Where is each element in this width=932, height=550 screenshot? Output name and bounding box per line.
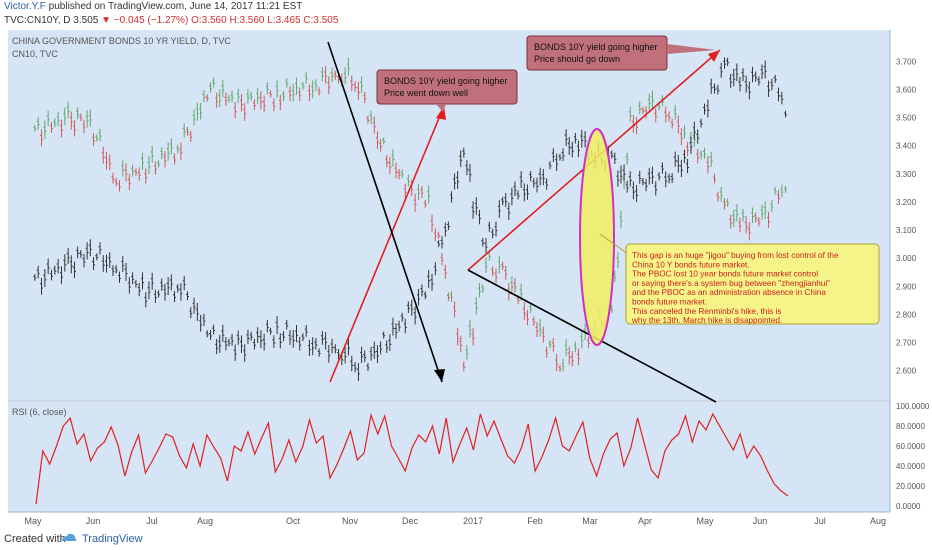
note-gap-line: China 10 Y bonds future market. <box>632 260 750 269</box>
gap-ellipse[interactable] <box>579 128 615 346</box>
note-went-down-tail <box>436 104 446 112</box>
time-tick-label: Nov <box>342 516 359 526</box>
price-tick-label: 3.400 <box>896 142 917 151</box>
note-went-down[interactable]: BONDS 10Y yield going higher Price went … <box>376 69 518 112</box>
chart-title: CHINA GOVERNMENT BONDS 10 YR YIELD, D, T… <box>12 36 231 46</box>
time-tick-label: Oct <box>286 516 301 526</box>
rsi-line-path <box>35 412 789 505</box>
note-gap-line: This canceled the Renminbi's hike, this … <box>632 307 781 316</box>
time-tick-label: Jul <box>146 516 158 526</box>
price-tick-label: 2.700 <box>896 339 917 348</box>
ohlc-text: O:3.560 H:3.560 L:3.465 C:3.505 <box>191 15 339 26</box>
change-text: ▼ −0.045 (−1.27%) <box>101 15 189 26</box>
note-gap-box <box>625 243 880 325</box>
time-tick-label: Feb <box>527 516 543 526</box>
rsi-legend: RSI (6, close) <box>12 407 67 417</box>
note-gap-explanation[interactable]: This gap is an huge "jigou" buying from … <box>625 243 880 325</box>
rsi-tick-label: 40.0000 <box>896 462 925 471</box>
price-tick-label: 3.000 <box>896 254 917 263</box>
time-tick-label: Aug <box>197 516 213 526</box>
time-tick-label: 2017 <box>463 516 483 526</box>
time-tick-label: Jun <box>753 516 768 526</box>
note-gap-line: or saying there's a system bug between "… <box>632 279 830 288</box>
price-tick-label: 2.600 <box>896 367 917 376</box>
price-tick-label: 3.200 <box>896 198 917 207</box>
note-should-go-down-line1: BONDS 10Y yield going higher <box>534 42 657 52</box>
chart-header: Victor.Y.F published on TradingView.com,… <box>0 0 932 30</box>
publish-line: Victor.Y.F published on TradingView.com,… <box>4 1 302 12</box>
black-arrow-line-1[interactable] <box>327 41 443 383</box>
time-tick-label: Jul <box>814 516 826 526</box>
time-tick-label: Apr <box>638 516 652 526</box>
published-text: published on TradingView.com, June 14, 2… <box>48 1 303 12</box>
rsi-tick-label: 0.0000 <box>896 502 921 511</box>
note-gap-text: This gap is an huge "jigou" buying from … <box>631 251 839 325</box>
red-arrow-line-1[interactable] <box>329 105 445 383</box>
note-should-go-down-line2: Price should go down <box>534 54 620 64</box>
price-axis: 3.700 3.600 3.500 3.400 3.300 3.200 3.100 3.000… <box>896 57 917 375</box>
time-tick-label: Jun <box>86 516 101 526</box>
note-gap-line: The PBOC lost 10 year bonds future marke… <box>632 270 818 279</box>
footer: Created with TradingView <box>0 528 932 550</box>
note-gap-line: This gap is an huge "jigou" buying from … <box>632 251 839 260</box>
drawings[interactable]: BONDS 10Y yield going higher Price went … <box>327 35 880 403</box>
last-price: 3.505 <box>73 15 99 26</box>
note-gap-line: and the PBOC as an administration absenc… <box>632 288 826 297</box>
note-went-down-box <box>376 69 518 105</box>
note-should-go-down[interactable]: BONDS 10Y yield going higher Price shoul… <box>526 35 716 71</box>
note-went-down-line1: BONDS 10Y yield going higher <box>384 76 507 86</box>
price-tick-label: 3.300 <box>896 170 917 179</box>
time-tick-label: Dec <box>402 516 419 526</box>
black-arrow-head-1 <box>434 369 445 382</box>
price-tick-label: 2.900 <box>896 282 917 291</box>
callout-pointer-3 <box>599 233 629 255</box>
price-tick-label: 3.100 <box>896 226 917 235</box>
symbol-line: TVC:CN10Y, D 3.505 ▼ −0.045 (−1.27%) O:3… <box>4 15 338 26</box>
time-tick-label: May <box>24 516 42 526</box>
tradingview-brand-link[interactable]: TradingView <box>82 533 143 545</box>
note-gap-line: why the 13th. March hike is disappointed… <box>631 316 782 325</box>
red-arrow-head-2 <box>708 50 720 62</box>
chart-canvas[interactable]: 3.700 3.600 3.500 3.400 3.300 3.200 3.100 3.000… <box>0 30 932 530</box>
time-tick-label: May <box>696 516 714 526</box>
time-tick-label: Aug <box>870 516 886 526</box>
rsi-panel-bg <box>8 402 890 512</box>
price-tick-label: 2.800 <box>896 310 917 319</box>
rsi-tick-label: 100.0000 <box>896 402 930 411</box>
price-series <box>33 57 788 382</box>
compare-legend: CN10, TVC <box>12 49 58 59</box>
symbol-text: TVC:CN10Y, D <box>4 15 71 26</box>
note-gap-line: bonds future market. <box>632 298 707 307</box>
note-went-down-line2: Price went down well <box>384 88 468 98</box>
price-tick-label: 3.600 <box>896 85 917 94</box>
created-with-text: Created with <box>4 533 66 545</box>
author-link[interactable]: Victor.Y.F <box>4 1 46 12</box>
rsi-tick-label: 60.0000 <box>896 442 925 451</box>
rsi-series <box>35 412 789 505</box>
note-should-go-down-tail <box>667 44 716 54</box>
rsi-tick-label: 80.0000 <box>896 422 925 431</box>
rsi-tick-label: 20.0000 <box>896 482 925 491</box>
price-tick-label: 3.500 <box>896 114 917 123</box>
rsi-axis: 100.0000 80.0000 60.0000 40.0000 20.0000 0.00… <box>896 402 930 511</box>
time-axis: May Jun Jul Aug Oct Nov Dec 2017 Feb Mar Apr May Jun… <box>24 516 886 526</box>
time-tick-label: Mar <box>582 516 598 526</box>
compare-series <box>33 57 788 372</box>
tradingview-logo-icon <box>60 532 78 547</box>
price-tick-label: 3.700 <box>896 57 917 66</box>
